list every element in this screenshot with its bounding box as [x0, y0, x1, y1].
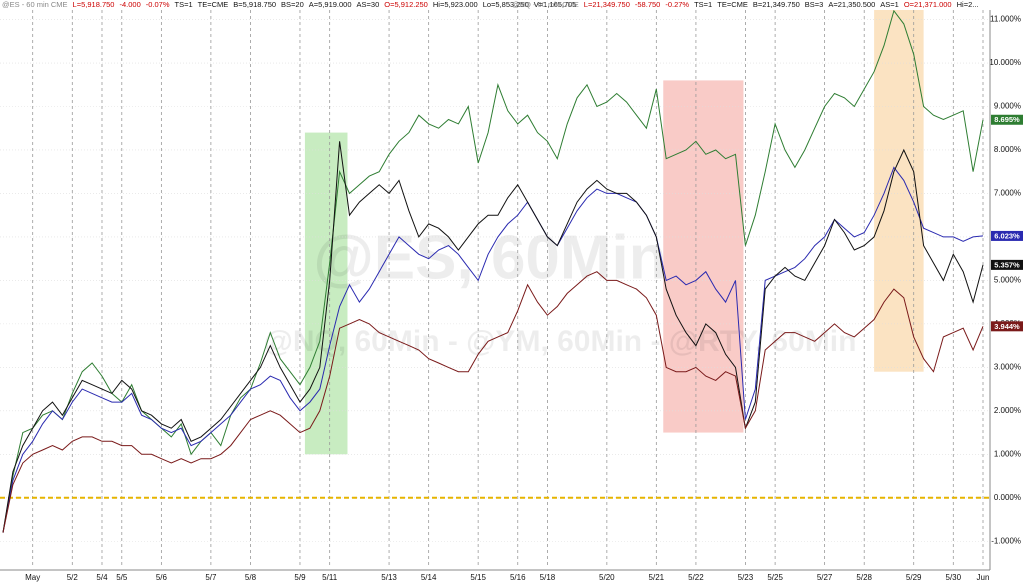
- last-value-box: [991, 230, 1023, 241]
- last-value-label: 3.944%: [994, 322, 1020, 331]
- header-item: L=5,918.750: [73, 0, 115, 9]
- last-value-box: [991, 259, 1023, 270]
- header-item: BS=20: [281, 0, 304, 9]
- header-item: @ES - 60 min CME: [2, 0, 68, 9]
- header-item: -0.07%: [146, 0, 170, 9]
- header-item: B=5,918.750: [233, 0, 276, 9]
- x-tick-label: 5/14: [421, 573, 437, 582]
- x-tick-label: 5/16: [510, 573, 526, 582]
- watermark: @NQ, 60Min - @YM, 60Min - @RTY, 60Min: [264, 325, 857, 358]
- header-item: BS=3: [805, 0, 824, 9]
- header-info: @ES - 60 min CME L=5,918.750 -4.000 -0.07% T…: [2, 0, 577, 9]
- highlight-box: [874, 6, 924, 372]
- x-tick-label: 5/5: [116, 573, 128, 582]
- header-item: TS=1: [175, 0, 193, 9]
- last-value-label: 6.023%: [994, 231, 1020, 240]
- header-item: A=21,350.500: [828, 0, 875, 9]
- x-tick-label: 5/4: [96, 573, 108, 582]
- x-tick-label: 5/13: [381, 573, 397, 582]
- header-item: -0.27%: [665, 0, 689, 9]
- last-value-box: [991, 321, 1023, 332]
- x-tick-label: 5/22: [688, 573, 704, 582]
- y-tick-label: 5.000%: [994, 276, 1021, 285]
- y-tick-label: -1.000%: [991, 536, 1021, 545]
- y-tick-label: 10.000%: [989, 58, 1021, 67]
- watermark: @ES, 60Min: [313, 223, 666, 292]
- header-item: Hi=5,923.000: [433, 0, 478, 9]
- series-line: [2, 166, 984, 533]
- header-item: @NQ - 60 min CME: [512, 0, 579, 9]
- header-item: V=1,165,705: [534, 0, 577, 9]
- x-tick-label: 5/18: [540, 573, 556, 582]
- x-tick-label: 5/20: [599, 573, 615, 582]
- y-tick-label: 2.000%: [994, 406, 1021, 415]
- header-item: TE=CME: [198, 0, 229, 9]
- series-line: [2, 141, 984, 533]
- y-tick-label: 7.000%: [994, 189, 1021, 198]
- header-item: O=21,371.000: [904, 0, 952, 9]
- header-item: -4.000: [119, 0, 140, 9]
- y-tick-label: 8.000%: [994, 145, 1021, 154]
- header-item: AS=1: [880, 0, 899, 9]
- x-tick-label: 5/8: [245, 573, 257, 582]
- header-item: A=5,919.000: [309, 0, 352, 9]
- x-tick-label: 5/25: [767, 573, 783, 582]
- last-value-box: [991, 114, 1023, 125]
- x-tick-label: 5/29: [906, 573, 922, 582]
- x-tick-label: 5/27: [817, 573, 833, 582]
- y-tick-label: 3.000%: [994, 362, 1021, 371]
- x-tick-label: 5/2: [67, 573, 79, 582]
- header-item: O=5,912.250: [384, 0, 428, 9]
- header-item: L=21,349.750: [584, 0, 630, 9]
- last-value-label: 5.357%: [994, 260, 1020, 269]
- header-item: TS=1: [694, 0, 712, 9]
- y-tick-label: 0.000%: [994, 493, 1021, 502]
- y-tick-label: 11.000%: [990, 15, 1021, 24]
- x-tick-label: 5/28: [856, 573, 872, 582]
- header-info: @NQ - 60 min CME L=21,349.750 -58.750 -0.27…: [512, 0, 979, 9]
- series-line: [2, 271, 984, 533]
- x-tick-label: 5/11: [322, 573, 338, 582]
- x-tick-label: 5/30: [946, 573, 962, 582]
- x-tick-label: 5/23: [738, 573, 754, 582]
- x-tick-label: 5/7: [205, 573, 217, 582]
- header-item: AS=30: [357, 0, 380, 9]
- x-tick-label: 5/21: [649, 573, 665, 582]
- x-tick-label: Jun: [977, 573, 990, 582]
- x-tick-label: 5/15: [470, 573, 486, 582]
- last-value-label: 8.695%: [994, 115, 1020, 124]
- highlight-box: [663, 80, 744, 433]
- header-item: Hi=2...: [957, 0, 979, 9]
- y-tick-label: 9.000%: [994, 102, 1021, 111]
- header-item: B=21,349.750: [753, 0, 800, 9]
- y-tick-label: 1.000%: [994, 449, 1021, 458]
- header-item: Lo=5,853.250: [483, 0, 529, 9]
- x-tick-label: May: [25, 573, 40, 582]
- x-tick-label: 5/6: [156, 573, 168, 582]
- series-line: [2, 9, 984, 533]
- x-tick-label: 5/9: [294, 573, 306, 582]
- header-item: TE=CME: [717, 0, 748, 9]
- header-item: -58.750: [635, 0, 660, 9]
- header-bar: [0, 0, 1024, 10]
